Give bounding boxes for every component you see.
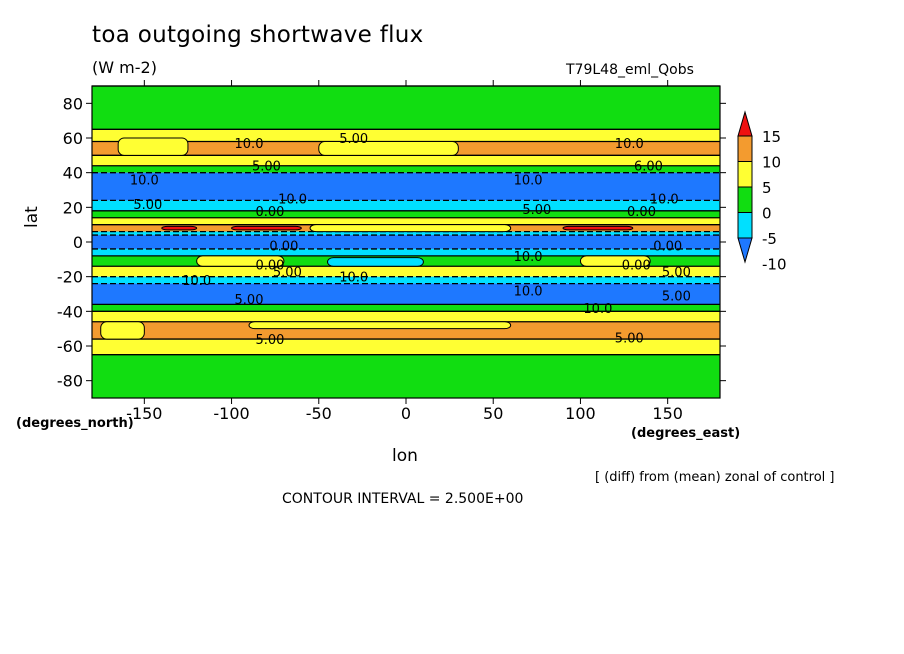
contour-label: 10.0 [650,193,679,208]
y-tick-label: 80 [63,94,83,113]
y-unit-label: (degrees_north) [16,416,134,431]
contour-label: 10.0 [514,285,543,300]
heatmap-band [92,311,720,322]
heatmap-patch [309,224,512,233]
colorbar-tick-label: 15 [762,128,781,146]
colorbar-tick-label: 10 [762,154,781,172]
contour-label: 10.0 [339,271,368,286]
contour-label: 5.00 [273,265,302,280]
colorbar-tick-label: -5 [762,230,777,248]
contour-label: 0.00 [255,259,284,274]
chart-title: toa outgoing shortwave flux [92,22,424,48]
y-tick-label: 60 [63,129,83,148]
x-tick-label: 150 [652,404,683,423]
heatmap-patch [562,225,634,231]
contour-label: 5.00 [522,203,551,218]
heatmap-band [92,235,720,249]
colorbar-cell [737,161,753,188]
heatmap-band [92,304,720,312]
contour-label: 0.00 [622,259,651,274]
contour-label: 10.0 [514,174,543,189]
units-label: (W m-2) [92,58,157,77]
x-tick-label: 0 [401,404,411,423]
diff-note: [ (diff) from (mean) zonal of control ] [595,470,835,485]
contour-label: 10.0 [235,137,264,152]
run-label: T79L48_eml_Qobs [566,62,694,78]
contour-label: 10.0 [583,302,612,317]
contour-label: 0.00 [255,205,284,220]
colorbar-tick-label: 5 [762,179,772,197]
contour-label: 5.00 [662,290,691,305]
heatmap-band [92,266,720,277]
contour-label: 10.0 [130,174,159,189]
contour-label: 5.00 [252,160,281,175]
x-tick-label: 100 [565,404,596,423]
x-tick-label: -50 [306,404,332,423]
x-tick-label: 50 [483,404,503,423]
contour-label: 10.0 [615,137,644,152]
colorbar-cell [737,237,753,264]
contour-label: 5.00 [133,198,162,213]
contour-label: 5.00 [662,265,691,280]
y-tick-label: -40 [57,302,83,321]
heatmap-patch [318,140,459,156]
contour-label: 10.0 [278,193,307,208]
heatmap-band [92,210,720,218]
x-axis-label: lon [392,446,418,466]
x-unit-label: (degrees_east) [631,426,741,441]
contour-label: 0.00 [269,239,298,254]
contour-label: 0.00 [627,205,656,220]
heatmap-band [92,86,720,130]
colorbar-tick-label: -10 [762,256,787,274]
heatmap-band [92,217,720,225]
x-tick-label: -150 [126,404,162,423]
heatmap-band [92,339,720,355]
y-tick-label: 40 [63,164,83,183]
heatmap-patch [579,255,651,267]
colorbar-cell [737,186,753,213]
heatmap-band [92,248,720,256]
contour-label: 0.00 [653,239,682,254]
colorbar-tick-label: 0 [762,205,772,223]
heatmap-band [92,354,720,398]
y-tick-label: -60 [57,337,83,356]
heatmap-band [92,276,720,284]
contour-label: 5.00 [255,333,284,348]
contour-label: 10.0 [182,274,211,289]
heatmap-patch [196,255,285,267]
heatmap-band [92,200,720,211]
colorbar-cell [737,212,753,239]
heatmap-patch [327,257,424,267]
y-tick-label: 0 [73,233,83,252]
y-tick-label: -20 [57,268,83,287]
heatmap-band [92,283,720,305]
colorbar-cell [737,110,753,137]
y-tick-label: -80 [57,372,83,391]
contour-label: 5.00 [615,331,644,346]
heatmap-patch [231,225,302,231]
heatmap-band [92,231,720,236]
contour-interval: CONTOUR INTERVAL = 2.500E+00 [282,491,524,507]
heatmap-band [92,155,720,166]
heatmap-patch [100,321,145,340]
heatmap-patch [248,321,512,330]
x-tick-label: -100 [213,404,249,423]
heatmap-band [92,172,720,201]
heatmap-band [92,129,720,142]
contour-label: 5.00 [339,132,368,147]
heatmap-patch [117,137,189,156]
heatmap-patch [161,225,198,231]
contour-label: 10.0 [514,250,543,265]
heatmap-band [92,165,720,173]
contour-label: 6.00 [634,160,663,175]
y-tick-label: 20 [63,198,83,217]
colorbar-cell [737,135,753,162]
contour-label: 5.00 [235,293,264,308]
